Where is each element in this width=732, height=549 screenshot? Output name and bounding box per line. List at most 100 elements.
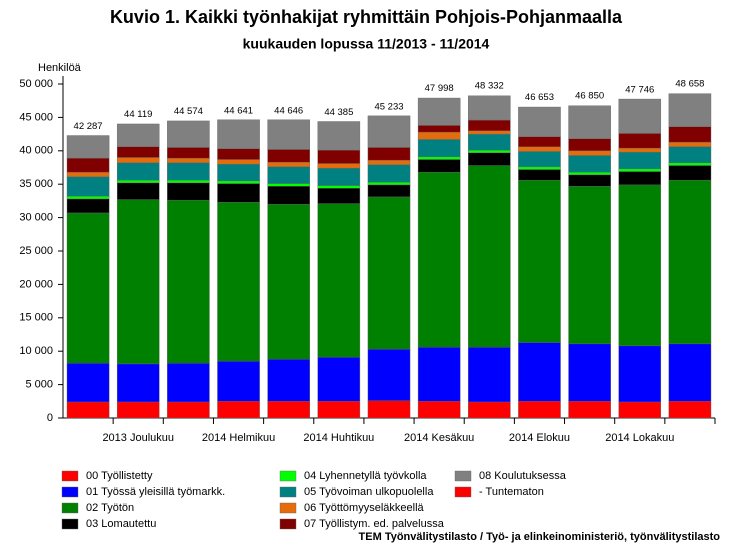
bar-segment <box>518 342 561 402</box>
bar-segment <box>66 363 110 403</box>
legend-label: 07 Työllistym. ed. palvelussa <box>304 518 445 530</box>
x-tick-label: 2014 Huhtikuu <box>303 432 374 444</box>
x-tick-label: 2014 Helmikuu <box>202 432 275 444</box>
y-tick-label: 30 000 <box>19 212 53 224</box>
x-tick-label: 2014 Lokakuu <box>605 432 674 444</box>
legend-label: - Tuntematon <box>479 486 544 498</box>
legend-swatch <box>61 470 79 482</box>
bar-segment <box>518 106 561 137</box>
bar-segment <box>317 163 361 169</box>
bar-segment <box>66 171 110 178</box>
bar-segment <box>66 135 110 159</box>
bar-segment <box>618 171 662 186</box>
legend-swatch <box>61 502 79 514</box>
bar-segment <box>66 212 110 364</box>
bar-segment <box>116 363 160 403</box>
y-axis-label: Henkilöä <box>38 62 82 74</box>
bar-segment <box>367 147 411 161</box>
bar-segment <box>367 400 411 419</box>
legend-label: 01 Työssä yleisillä työmarkk. <box>86 486 225 498</box>
bar-segment <box>116 123 160 147</box>
bar-segment <box>668 146 712 164</box>
bar-segment <box>66 401 110 419</box>
bar-segment <box>668 165 712 181</box>
bar-segment <box>267 161 310 168</box>
legend-swatch <box>279 502 297 514</box>
bar-segment <box>267 186 310 205</box>
bar-segment <box>668 93 712 127</box>
bar-segment <box>417 156 461 160</box>
bar-segment <box>217 361 260 402</box>
bar-segment <box>618 345 662 403</box>
bar-segment <box>518 166 561 170</box>
total-label: 46 850 <box>575 91 604 102</box>
y-tick-label: 25 000 <box>19 245 53 257</box>
bar-segment <box>568 155 611 173</box>
bar-segment <box>267 183 310 187</box>
bar-segment <box>618 98 662 134</box>
bar-segment <box>217 148 260 160</box>
bar-segment <box>217 183 260 203</box>
bar-segment <box>618 151 662 170</box>
bar-segment <box>518 401 561 419</box>
bar-segment <box>417 171 461 348</box>
y-tick-label: 40 000 <box>19 145 53 157</box>
bar-segment <box>167 157 210 164</box>
bar-segment <box>367 115 411 148</box>
bar-segment <box>217 180 260 184</box>
bar-segment <box>317 188 361 204</box>
bar-segment <box>267 119 310 150</box>
bar-segment <box>518 146 561 152</box>
y-tick-label: 50 000 <box>19 78 53 90</box>
bar-segment <box>267 149 310 163</box>
bar-segment <box>468 130 511 135</box>
chart-title: Kuvio 1. Kaikki työnhakijat ryhmittäin P… <box>110 7 623 27</box>
bar-segment <box>417 97 461 126</box>
bar-segment <box>367 159 411 166</box>
bar-segment <box>317 185 361 189</box>
bar-segment <box>116 179 160 184</box>
bar-segment <box>167 147 210 159</box>
legend-swatch <box>61 518 79 530</box>
source-note: TEM Työnvälitystilasto / Työ- ja elinkei… <box>359 531 721 543</box>
total-label: 47 998 <box>425 83 454 94</box>
bar-segment <box>417 125 461 133</box>
bar-segment <box>66 176 110 197</box>
total-label: 48 332 <box>475 81 504 92</box>
bar-segment <box>518 151 561 168</box>
bar-segment <box>317 203 361 358</box>
bar-segment <box>468 165 511 348</box>
bar-segment <box>217 401 260 419</box>
bar-segment <box>367 196 411 350</box>
total-label: 44 385 <box>324 107 353 118</box>
bar-segment <box>167 401 210 419</box>
bar-segment <box>668 343 712 402</box>
bar-segment <box>568 401 611 419</box>
total-label: 48 658 <box>675 78 704 89</box>
bar-segment <box>568 150 611 156</box>
bar-segment <box>568 138 611 152</box>
bar-segment <box>668 179 712 345</box>
bar-segment <box>568 343 611 402</box>
y-tick-label: 20 000 <box>19 278 53 290</box>
total-label: 45 233 <box>374 101 403 112</box>
y-tick-label: 10 000 <box>19 345 53 357</box>
x-tick-label: 2014 Kesäkuu <box>404 432 474 444</box>
bar-segment <box>317 167 361 186</box>
bar-segment <box>668 141 712 147</box>
bar-segment <box>167 162 210 181</box>
total-label: 44 119 <box>124 109 152 120</box>
y-tick-label: 45 000 <box>19 111 53 123</box>
bar-segment <box>618 147 662 153</box>
bar-segment <box>317 357 361 402</box>
bar-segment <box>417 131 461 140</box>
bar-segment <box>367 184 411 198</box>
legend-label: 05 Työvoiman ulkopuolella <box>304 486 434 498</box>
legend-label: 08 Koulutuksessa <box>479 470 567 482</box>
bar-segment <box>167 200 210 364</box>
x-tick-label: 2013 Joulukuu <box>102 432 174 444</box>
bar-segment <box>367 348 411 401</box>
bar-segment <box>568 174 611 187</box>
bar-segment <box>618 168 662 172</box>
